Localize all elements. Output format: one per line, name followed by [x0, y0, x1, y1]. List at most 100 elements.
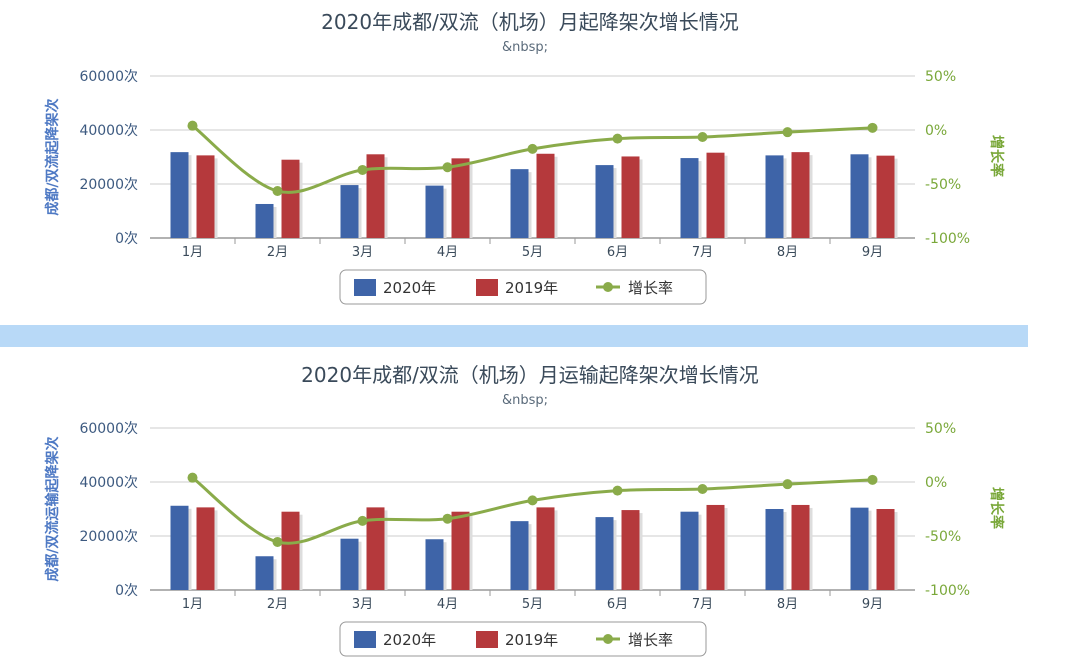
bar-2019: [451, 511, 470, 590]
y2-tick-label: 50%: [925, 421, 956, 437]
legend-label-growth: 增长率: [628, 631, 673, 649]
y-tick-label: 60000次: [79, 69, 138, 85]
bar-2020: [255, 556, 274, 590]
x-tick-label: 9月: [862, 245, 883, 260]
legend-swatch-2019: [476, 279, 498, 296]
bar-2020: [680, 158, 699, 238]
legend-label-2020: 2020年: [383, 631, 436, 649]
y2-tick-label: -100%: [925, 231, 970, 247]
bar-2019: [621, 156, 640, 238]
y2-tick-label: 50%: [925, 69, 956, 85]
x-tick-label: 8月: [777, 245, 798, 260]
bar-2020: [340, 538, 359, 590]
bar-2020: [595, 517, 614, 590]
chart-panel-2: 2020年成都/双流（机场）月运输起降架次增长情况 &nbsp; 0次 20000次 4…: [0, 350, 1080, 671]
legend-label-growth: 增长率: [628, 279, 673, 297]
x-tick-label: 7月: [692, 245, 713, 260]
x-tick-label: 1月: [182, 245, 203, 260]
x-tick-label: 3月: [352, 245, 373, 260]
x-tick-label: 7月: [692, 597, 713, 612]
x-tick-label: 2月: [267, 245, 288, 260]
legend-marker-growth: [603, 634, 613, 644]
x-tick-label: 1月: [182, 597, 203, 612]
bar-2019: [706, 504, 725, 590]
legend-swatch-2020: [354, 279, 376, 296]
legend-swatch-2020: [354, 631, 376, 648]
growth-rate-point: [612, 133, 623, 144]
y2-tick-label: -100%: [925, 583, 970, 599]
bar-2020: [340, 185, 359, 238]
x-tick-label: 4月: [437, 245, 458, 260]
x-tick-label: 8月: [777, 597, 798, 612]
x-tick-label: 5月: [522, 597, 543, 612]
y-tick-label: 20000次: [79, 529, 138, 545]
y2-tick-label: 0%: [925, 123, 947, 139]
bar-2019: [366, 507, 385, 590]
growth-rate-point: [527, 495, 538, 506]
bar-2019: [366, 154, 385, 238]
growth-rate-point: [782, 127, 793, 138]
bar-2020: [850, 154, 869, 238]
bar-2020: [510, 521, 529, 590]
y-axis-title: 成都/双流运输起降架次: [44, 436, 61, 581]
x-tick-label: 3月: [352, 597, 373, 612]
y-tick-label: 60000次: [79, 421, 138, 437]
bar-2020: [765, 509, 784, 590]
legend-marker-growth: [603, 282, 613, 292]
y-tick-label: 20000次: [79, 177, 138, 193]
legend-swatch-2019: [476, 631, 498, 648]
growth-rate-point: [357, 515, 368, 526]
growth-rate-point: [187, 120, 198, 131]
bar-2019: [281, 511, 300, 590]
y-tick-label: 40000次: [79, 123, 138, 139]
y2-tick-label: 0%: [925, 475, 947, 491]
growth-rate-point: [867, 122, 878, 133]
bar-2019: [536, 507, 555, 590]
legend-box: [339, 621, 707, 657]
growth-rate-point: [782, 479, 793, 490]
growth-rate-point: [442, 162, 453, 173]
growth-rate-point: [357, 164, 368, 175]
bar-2019: [196, 507, 215, 590]
legend-box: [339, 269, 707, 305]
bar-2019: [791, 152, 810, 238]
chart-1: 2020年成都/双流（机场）月起降架次增长情况&nbsp; 0次 20000次 400…: [44, 10, 1005, 305]
bar-2020: [255, 203, 274, 238]
x-tick-label: 6月: [607, 597, 628, 612]
growth-rate-point: [272, 186, 283, 197]
legend-label-2019: 2019年: [505, 279, 558, 297]
bar-2019: [621, 510, 640, 590]
growth-rate-point: [527, 143, 538, 154]
bar-2019: [706, 152, 725, 238]
bar-2020: [425, 539, 444, 590]
x-tick-label: 9月: [862, 597, 883, 612]
y2-tick-label: -50%: [925, 529, 961, 545]
chart-panel-1: 2020年成都/双流（机场）月起降架次增长情况 &nbsp; 0次 20000次 400…: [0, 0, 1080, 325]
growth-rate-point: [272, 536, 283, 547]
y-tick-label: 40000次: [79, 475, 138, 491]
y-axis-title: 成都/双流起降架次: [44, 98, 61, 215]
bar-2019: [196, 155, 215, 238]
x-tick-label: 4月: [437, 597, 458, 612]
y2-axis-title: 增长率: [988, 135, 1005, 177]
chart-title: 2020年成都/双流（机场）月运输起降架次增长情况: [301, 363, 759, 387]
bar-2020: [510, 169, 529, 238]
bar-2020: [170, 152, 189, 238]
chart-subtitle: &nbsp;: [502, 393, 548, 408]
growth-rate-point: [612, 485, 623, 496]
bar-2020: [425, 185, 444, 238]
bar-2020: [850, 507, 869, 590]
growth-rate-point: [697, 132, 708, 143]
growth-rate-point: [442, 513, 453, 524]
legend-label-2020: 2020年: [383, 279, 436, 297]
x-tick-label: 5月: [522, 245, 543, 260]
bar-2019: [451, 158, 470, 238]
bar-2019: [281, 159, 300, 238]
legend-label-2019: 2019年: [505, 631, 558, 649]
chart-title: 2020年成都/双流（机场）月起降架次增长情况: [321, 10, 739, 34]
bar-2020: [765, 155, 784, 238]
chart-subtitle: &nbsp;: [502, 40, 548, 55]
bar-2019: [876, 155, 895, 238]
growth-rate-point: [187, 472, 198, 483]
bar-2020: [595, 165, 614, 238]
